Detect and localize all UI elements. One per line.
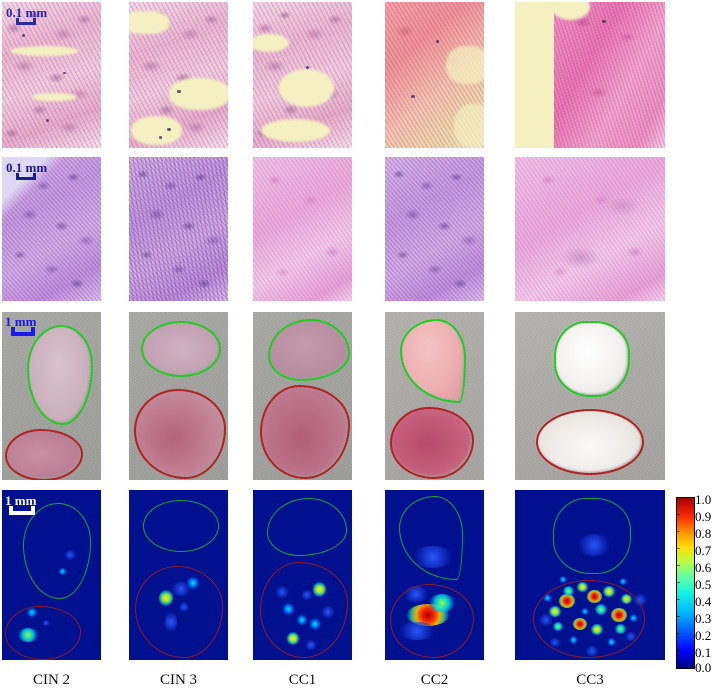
outline-normal-green [267, 498, 347, 556]
outline-lesion-red [390, 407, 474, 479]
row1-scalebar-label: 0.1 mm [6, 5, 48, 20]
outline-normal-green [23, 503, 91, 599]
outline-lesion-red [536, 409, 644, 475]
column-label-cc1: CC1 [288, 672, 317, 688]
outline-normal-green [141, 321, 221, 377]
colorbar-tick: 0.4 [695, 594, 712, 609]
outline-normal-green [399, 496, 463, 580]
panel-row3-cc2 [385, 312, 484, 480]
row2-scalebar-label: 0.1 mm [6, 160, 48, 175]
panel-row4-cin2: 1 mm [2, 490, 101, 660]
colorbar-tick: 0.9 [695, 509, 712, 524]
colorbar-tick-labels: 1.0 0.9 0.8 0.7 0.6 0.5 0.4 0.3 0.2 0.1 … [695, 493, 720, 674]
outline-lesion-red [260, 562, 348, 658]
outline-lesion-red [390, 584, 474, 658]
outline-normal-green [268, 319, 350, 381]
panel-row2-cc3 [515, 157, 665, 301]
outline-normal-green [143, 500, 219, 552]
outline-normal-green [553, 498, 631, 574]
column-label-cc2: CC2 [420, 672, 449, 688]
outline-lesion-red [5, 606, 81, 660]
row3-scalebar-label: 1 mm [5, 314, 37, 329]
panel-row1-cc3 [515, 2, 665, 148]
column-label-cc3: CC3 [576, 672, 604, 688]
colorbar-tick: 0.0 [695, 660, 712, 675]
colorbar-tick: 1.0 [695, 492, 712, 507]
colorbar-tick: 0.5 [695, 577, 712, 592]
colorbar-tick: 0.2 [695, 628, 712, 643]
panel-row1-cin2: 0.1 mm [2, 2, 101, 148]
outline-lesion-red [134, 389, 226, 479]
outline-lesion-red [260, 385, 350, 479]
colorbar-gradient [676, 497, 695, 669]
colorbar-tick: 0.6 [695, 560, 712, 575]
colorbar-tick: 0.7 [695, 543, 712, 558]
column-label-cin2: CIN 2 [32, 672, 71, 688]
column-label-cin3: CIN 3 [159, 672, 198, 688]
panel-row1-cc2 [385, 2, 484, 148]
panel-row3-cin2: 1 mm [2, 312, 101, 480]
colorbar-tick: 0.8 [695, 526, 712, 541]
panel-row2-cc1 [253, 157, 352, 301]
panel-row4-cc2 [385, 490, 484, 660]
panel-row2-cc2 [385, 157, 484, 301]
outline-normal-green [554, 321, 630, 397]
colorbar-tick: 0.3 [695, 611, 712, 626]
panel-row3-cc3 [515, 312, 665, 480]
panel-row4-cc1 [253, 490, 352, 660]
panel-row4-cc3 [515, 490, 665, 660]
outline-lesion-red [135, 566, 223, 658]
panel-row4-cin3 [129, 490, 228, 660]
panel-row2-cin3 [129, 157, 228, 301]
colorbar: 1.0 0.9 0.8 0.7 0.6 0.5 0.4 0.3 0.2 0.1 … [676, 493, 720, 674]
row4-scalebar-label: 1 mm [5, 493, 37, 508]
panel-row1-cc1 [253, 2, 352, 148]
outline-normal-green [27, 325, 93, 425]
outline-lesion-red [5, 429, 83, 480]
colorbar-tick: 0.1 [695, 645, 712, 660]
panel-row1-cin3 [129, 2, 228, 148]
outline-lesion-red [533, 580, 645, 658]
panel-row3-cc1 [253, 312, 352, 480]
panel-row3-cin3 [129, 312, 228, 480]
panel-row2-cin2: 0.1 mm [2, 157, 101, 301]
